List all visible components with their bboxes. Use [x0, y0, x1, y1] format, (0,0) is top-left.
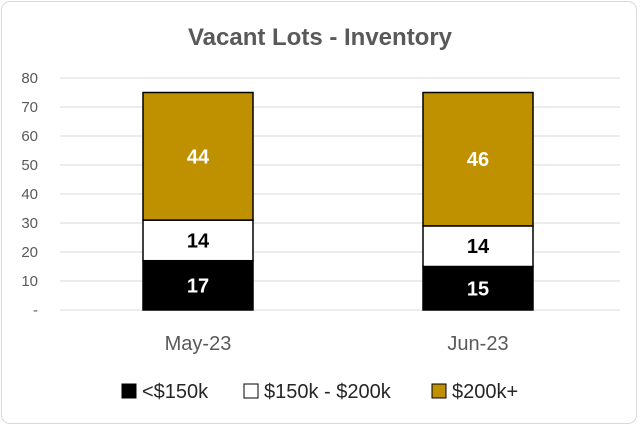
y-axis-tick-labels: - 10 20 30 40 50 60 70 80 [21, 70, 38, 319]
data-labels: 17 14 44 15 14 46 [187, 146, 490, 300]
x-category-label: Jun-23 [447, 333, 508, 355]
legend-item: $150k - $200k [243, 381, 392, 403]
legend-item: <$150k [121, 381, 209, 403]
y-tick-label: 60 [21, 128, 38, 145]
chart-title: Vacant Lots - Inventory [188, 24, 453, 51]
legend-label: $200k+ [452, 381, 518, 403]
x-category-label: May-23 [165, 333, 232, 355]
legend-swatch [121, 383, 137, 399]
y-tick-label: 10 [21, 273, 38, 290]
y-tick-label: 50 [21, 157, 38, 174]
bar-segment [422, 91, 534, 227]
y-tick-label: 70 [21, 99, 38, 116]
legend-item: $200k+ [431, 381, 518, 403]
bar-segment [142, 259, 254, 311]
legend-label: <$150k [142, 381, 209, 403]
bar-segment [422, 225, 534, 268]
data-label: 14 [187, 230, 210, 252]
y-tick-label: 80 [21, 70, 38, 87]
y-tick-label: 20 [21, 244, 38, 261]
data-label: 15 [467, 278, 489, 300]
bars [142, 91, 534, 311]
legend: <$150k $150k - $200k $200k+ [121, 381, 518, 403]
x-axis-category-labels: May-23 Jun-23 [165, 333, 509, 355]
legend-swatch [243, 383, 259, 399]
y-tick-label: - [33, 302, 38, 319]
y-tick-label: 30 [21, 215, 38, 232]
data-label: 46 [467, 149, 489, 171]
y-tick-label: 40 [21, 186, 38, 203]
data-label: 44 [187, 146, 210, 168]
data-label: 14 [467, 236, 490, 258]
data-label: 17 [187, 275, 209, 297]
legend-swatch [431, 383, 447, 399]
bar-segment [142, 91, 254, 221]
legend-label: $150k - $200k [264, 381, 392, 403]
